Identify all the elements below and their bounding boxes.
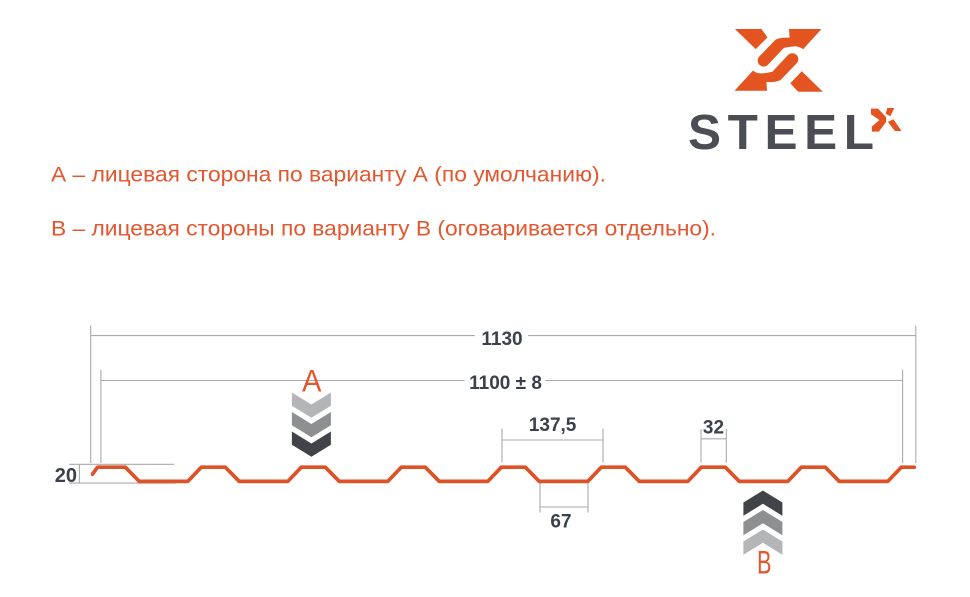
svg-text:STEEL: STEEL [688, 105, 874, 160]
svg-text:32: 32 [703, 418, 724, 439]
svg-text:A: A [302, 363, 322, 399]
svg-text:А – лицевая сторона по вариант: А – лицевая сторона по варианту А (по ум… [51, 164, 606, 187]
svg-text:67: 67 [550, 512, 571, 533]
svg-text:20: 20 [55, 465, 77, 487]
svg-text:1100 ± 8: 1100 ± 8 [469, 373, 542, 394]
svg-text:В – лицевая стороны по вариант: В – лицевая стороны по варианту В (огова… [51, 218, 716, 241]
svg-text:137,5: 137,5 [529, 415, 577, 436]
svg-text:B: B [757, 544, 772, 580]
svg-text:1130: 1130 [481, 329, 522, 350]
